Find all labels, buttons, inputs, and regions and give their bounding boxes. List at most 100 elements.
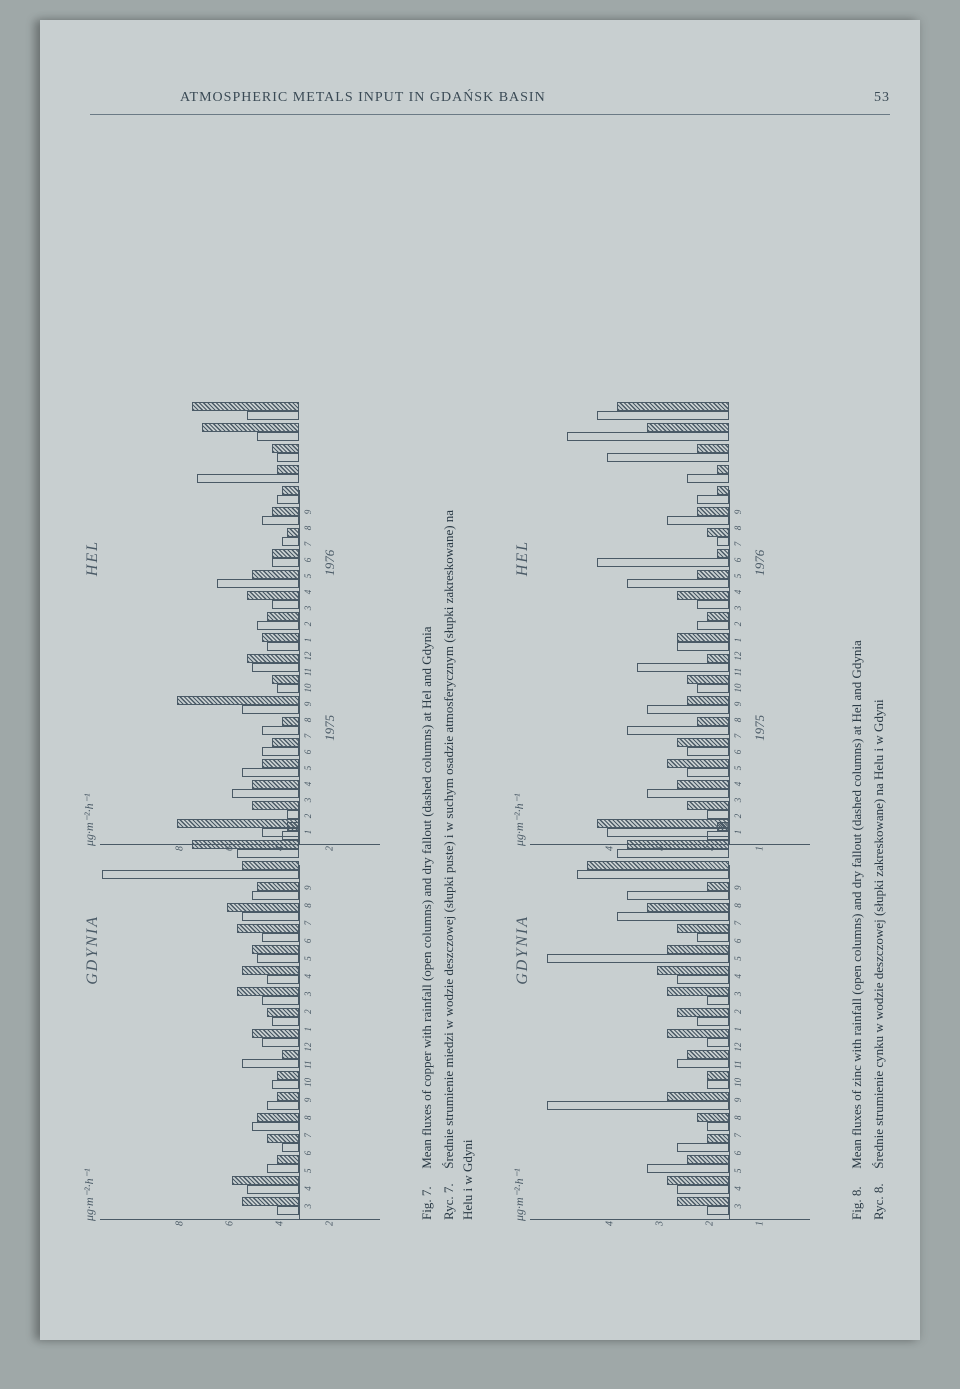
bar-rainfall: [272, 1080, 299, 1089]
bar-dry-fallout: [257, 882, 299, 891]
bar-rainfall: [277, 495, 299, 504]
bar-pair: [252, 801, 299, 819]
bar-rainfall: [257, 621, 299, 630]
bar-dry-fallout: [697, 717, 729, 726]
bar-dry-fallout: [252, 801, 299, 810]
x-tick: 10: [733, 680, 743, 696]
bar-pair: [272, 675, 299, 693]
bar-dry-fallout: [282, 1050, 299, 1059]
bar-pair: [627, 570, 729, 588]
bar-pair: [262, 507, 299, 525]
bar-dry-fallout: [242, 1197, 299, 1206]
bar-rainfall: [197, 474, 299, 483]
bar-dry-fallout: [667, 1029, 729, 1038]
x-tick: 10: [733, 1074, 743, 1092]
bar-pair: [242, 1197, 299, 1215]
bar-dry-fallout: [252, 945, 299, 954]
bar-pair: [667, 759, 729, 777]
bar-rainfall: [687, 747, 729, 756]
x-tick: 5: [733, 1162, 743, 1180]
bar-pair: [667, 1029, 729, 1047]
bar-pair: [252, 1029, 299, 1047]
bar-rainfall: [677, 1143, 729, 1152]
y-tick: 8: [175, 1221, 186, 1226]
running-head: ATMOSPHERIC METALS INPUT IN GDAŃSK BASIN…: [180, 90, 890, 106]
bar-pair: [272, 444, 299, 462]
y-tick: 4: [605, 1221, 616, 1226]
bar-dry-fallout: [687, 1050, 729, 1059]
bar-rainfall: [667, 516, 729, 525]
bar-rainfall: [627, 726, 729, 735]
bar-rainfall: [262, 516, 299, 525]
year-1976: 1976: [752, 550, 768, 576]
bar-rainfall: [617, 912, 729, 921]
bar-pair: [647, 696, 729, 714]
bar-pair: [232, 1176, 299, 1194]
x-tick: 5: [733, 760, 743, 776]
bar-dry-fallout: [242, 861, 299, 870]
bar-pair: [192, 402, 299, 420]
bar-pair: [697, 486, 729, 504]
x-tick: 7: [303, 728, 313, 744]
bar-pair: [627, 882, 729, 900]
bar-pair: [197, 465, 299, 483]
x-tick: 11: [733, 664, 743, 680]
x-tick: 12: [303, 1038, 313, 1056]
fig-label: Fig. 8.: [848, 1172, 867, 1220]
bar-dry-fallout: [247, 591, 299, 600]
header-title: ATMOSPHERIC METALS INPUT IN GDAŃSK BASIN: [180, 90, 546, 106]
x-tick: 3: [733, 1197, 743, 1215]
bar-pair: [707, 528, 729, 546]
bar-rainfall: [262, 747, 299, 756]
x-tick: 8: [303, 520, 313, 536]
fig7-hel-panel: μg·m⁻²·h⁻¹ HEL 2468 12345678910111212345…: [100, 500, 380, 845]
bar-dry-fallout: [677, 591, 729, 600]
bar-rainfall: [242, 705, 299, 714]
bar-rainfall: [262, 1038, 299, 1047]
bar-rainfall: [272, 558, 299, 567]
fig-label: Fig. 7.: [418, 1172, 437, 1220]
header-rule: [90, 114, 890, 115]
caption-en: Mean fluxes of copper with rainfall (ope…: [419, 627, 434, 1169]
bar-pair: [252, 882, 299, 900]
x-tick: 7: [303, 536, 313, 552]
x-tick: 5: [303, 568, 313, 584]
bar-dry-fallout: [272, 549, 299, 558]
bar-dry-fallout: [287, 822, 299, 831]
bar-pair: [252, 1113, 299, 1131]
x-tick: 6: [303, 932, 313, 950]
bar-dry-fallout: [287, 528, 299, 537]
y-tick: 1: [755, 1221, 766, 1226]
bar-rainfall: [677, 975, 729, 984]
bar-pair: [687, 465, 729, 483]
x-tick: 8: [303, 897, 313, 915]
bar-dry-fallout: [237, 924, 299, 933]
bar-rainfall: [647, 705, 729, 714]
fig8-gdynia-panel: μg·m⁻²·h⁻¹ GDYNIA 1234 34567891011121234…: [530, 875, 810, 1220]
fig8-caption: Fig. 8. Mean fluxes of zinc with rainfal…: [848, 500, 889, 1220]
bar-pair: [237, 987, 299, 1005]
bar-dry-fallout: [677, 1008, 729, 1017]
x-tick: 9: [733, 879, 743, 897]
bar-rainfall: [547, 1101, 729, 1110]
bar-dry-fallout: [697, 507, 729, 516]
bar-dry-fallout: [272, 738, 299, 747]
bar-pair: [667, 987, 729, 1005]
y-tick: 1: [755, 846, 766, 851]
bar-pair: [697, 612, 729, 630]
bar-rainfall: [647, 789, 729, 798]
x-tick: 8: [303, 712, 313, 728]
bar-dry-fallout: [707, 882, 729, 891]
y-tick: 4: [275, 846, 286, 851]
bar-dry-fallout: [677, 924, 729, 933]
y-tick: 4: [275, 1221, 286, 1226]
x-tick: 6: [303, 552, 313, 568]
bar-dry-fallout: [707, 612, 729, 621]
bar-rainfall: [597, 411, 729, 420]
bar-dry-fallout: [257, 1113, 299, 1122]
bar-dry-fallout: [717, 822, 729, 831]
bar-dry-fallout: [697, 444, 729, 453]
x-tick: 3: [733, 600, 743, 616]
bar-pair: [272, 549, 299, 567]
bar-pair: [282, 822, 299, 840]
